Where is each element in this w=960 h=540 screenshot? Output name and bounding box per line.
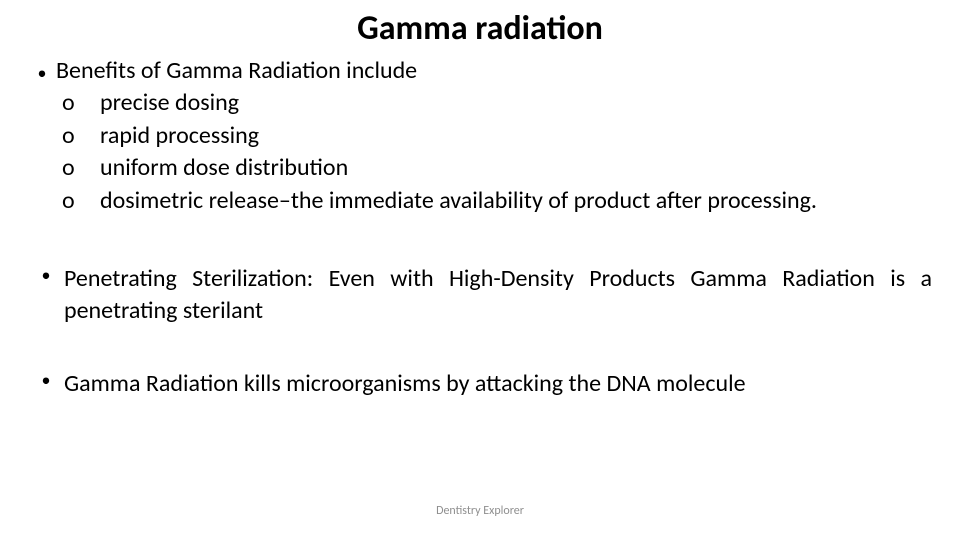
sub-item: o rapid processing (28, 120, 932, 152)
sub-marker: o (56, 185, 100, 217)
spacer (28, 217, 932, 263)
bullet-item-benefits: Benefits of Gamma Radiation include (28, 55, 932, 87)
bullet-text: Benefits of Gamma Radiation include (56, 55, 417, 87)
bullet-dot-icon (28, 263, 64, 285)
slide-title: Gamma radiation (28, 8, 932, 49)
footer-text: Dentistry Explorer (0, 504, 960, 518)
sub-text: precise dosing (100, 87, 932, 119)
spacer (28, 328, 932, 368)
sub-text: uniform dose distribution (100, 152, 932, 184)
bullet-dot-icon (28, 368, 64, 390)
bullet-item-penetrating: Penetrating Sterilization: Even with Hig… (28, 263, 932, 328)
sub-item: o precise dosing (28, 87, 932, 119)
sub-item: o uniform dose distribution (28, 152, 932, 184)
bullet-dot-icon (28, 55, 56, 87)
sub-marker: o (56, 87, 100, 119)
sub-text: dosimetric release–the immediate availab… (100, 185, 932, 217)
sub-text: rapid processing (100, 120, 932, 152)
sub-marker: o (56, 120, 100, 152)
sub-marker: o (56, 152, 100, 184)
bullet-text: Gamma Radiation kills microorganisms by … (64, 368, 746, 400)
bullet-text: Penetrating Sterilization: Even with Hig… (64, 263, 932, 328)
slide: Gamma radiation Benefits of Gamma Radiat… (0, 0, 960, 540)
sub-item: o dosimetric release–the immediate avail… (28, 185, 932, 217)
bullet-item-dna: Gamma Radiation kills microorganisms by … (28, 368, 932, 400)
